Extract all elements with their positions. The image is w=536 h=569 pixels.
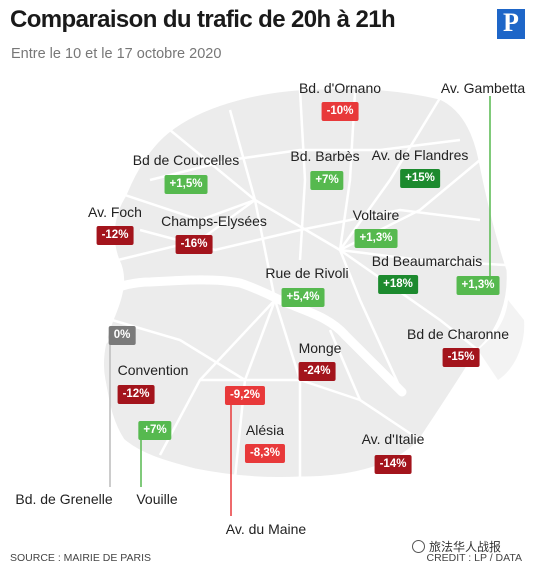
traffic-badge: -10%: [321, 102, 359, 121]
credit-note: CREDIT : LP / DATA: [426, 552, 523, 564]
place-label: Bd Beaumarchais: [371, 253, 483, 269]
place-label: Av. du Maine: [225, 521, 307, 537]
traffic-badge: +1,3%: [456, 276, 500, 295]
traffic-badge: +15%: [400, 169, 440, 188]
traffic-badge: +5,4%: [281, 288, 325, 307]
traffic-badge: 0%: [108, 326, 136, 345]
seine-river-west: [83, 295, 109, 345]
traffic-badge: -8,3%: [244, 444, 286, 463]
place-label: Bd. d'Ornano: [298, 80, 382, 96]
place-label: Alésia: [245, 422, 285, 438]
place-label: Rue de Rivoli: [265, 265, 349, 281]
place-label: Av. d'Italie: [361, 431, 425, 447]
traffic-badge: -14%: [374, 455, 412, 474]
wechat-watermark: 旅法华人战报: [412, 538, 501, 555]
traffic-badge: -9,2%: [224, 386, 266, 405]
place-label: Bd. Barbès: [290, 148, 360, 164]
source-note: SOURCE : MAIRIE DE PARIS: [10, 552, 151, 564]
traffic-badge: -15%: [442, 348, 480, 367]
wechat-name: 旅法华人战报: [429, 540, 502, 554]
place-label: Convention: [117, 362, 189, 378]
bois-de-vincennes: [478, 300, 525, 380]
traffic-badge: -12%: [96, 226, 134, 245]
map-subtitle: Entre le 10 et le 17 octobre 2020: [11, 46, 222, 62]
traffic-badge: +18%: [378, 275, 418, 294]
place-label: Av. Gambetta: [440, 80, 526, 96]
place-label: Av. Foch: [88, 204, 142, 220]
le-parisien-logo: P: [497, 8, 525, 39]
place-label: Bd de Charonne: [407, 326, 509, 342]
traffic-badge: +1,5%: [164, 175, 208, 194]
wechat-icon: [412, 540, 425, 553]
traffic-badge: +1,3%: [354, 229, 398, 248]
traffic-badge: -24%: [298, 362, 336, 381]
traffic-badge: +7%: [310, 171, 344, 190]
place-label: Vouille: [136, 491, 178, 507]
place-label: Bd de Courcelles: [132, 152, 240, 168]
place-label: Bd. de Grenelle: [15, 491, 113, 507]
logo-letter: P: [503, 8, 519, 37]
traffic-badge: -12%: [117, 385, 155, 404]
place-label: Champs-Elysées: [161, 213, 267, 229]
map-title: Comparaison du trafic de 20h à 21h: [10, 6, 396, 33]
place-label: Monge: [298, 340, 342, 356]
place-label: Voltaire: [352, 207, 400, 223]
seine-river: [83, 275, 407, 397]
place-label: Av. de Flandres: [371, 147, 469, 163]
traffic-badge: +7%: [138, 421, 172, 440]
traffic-badge: -16%: [175, 235, 213, 254]
